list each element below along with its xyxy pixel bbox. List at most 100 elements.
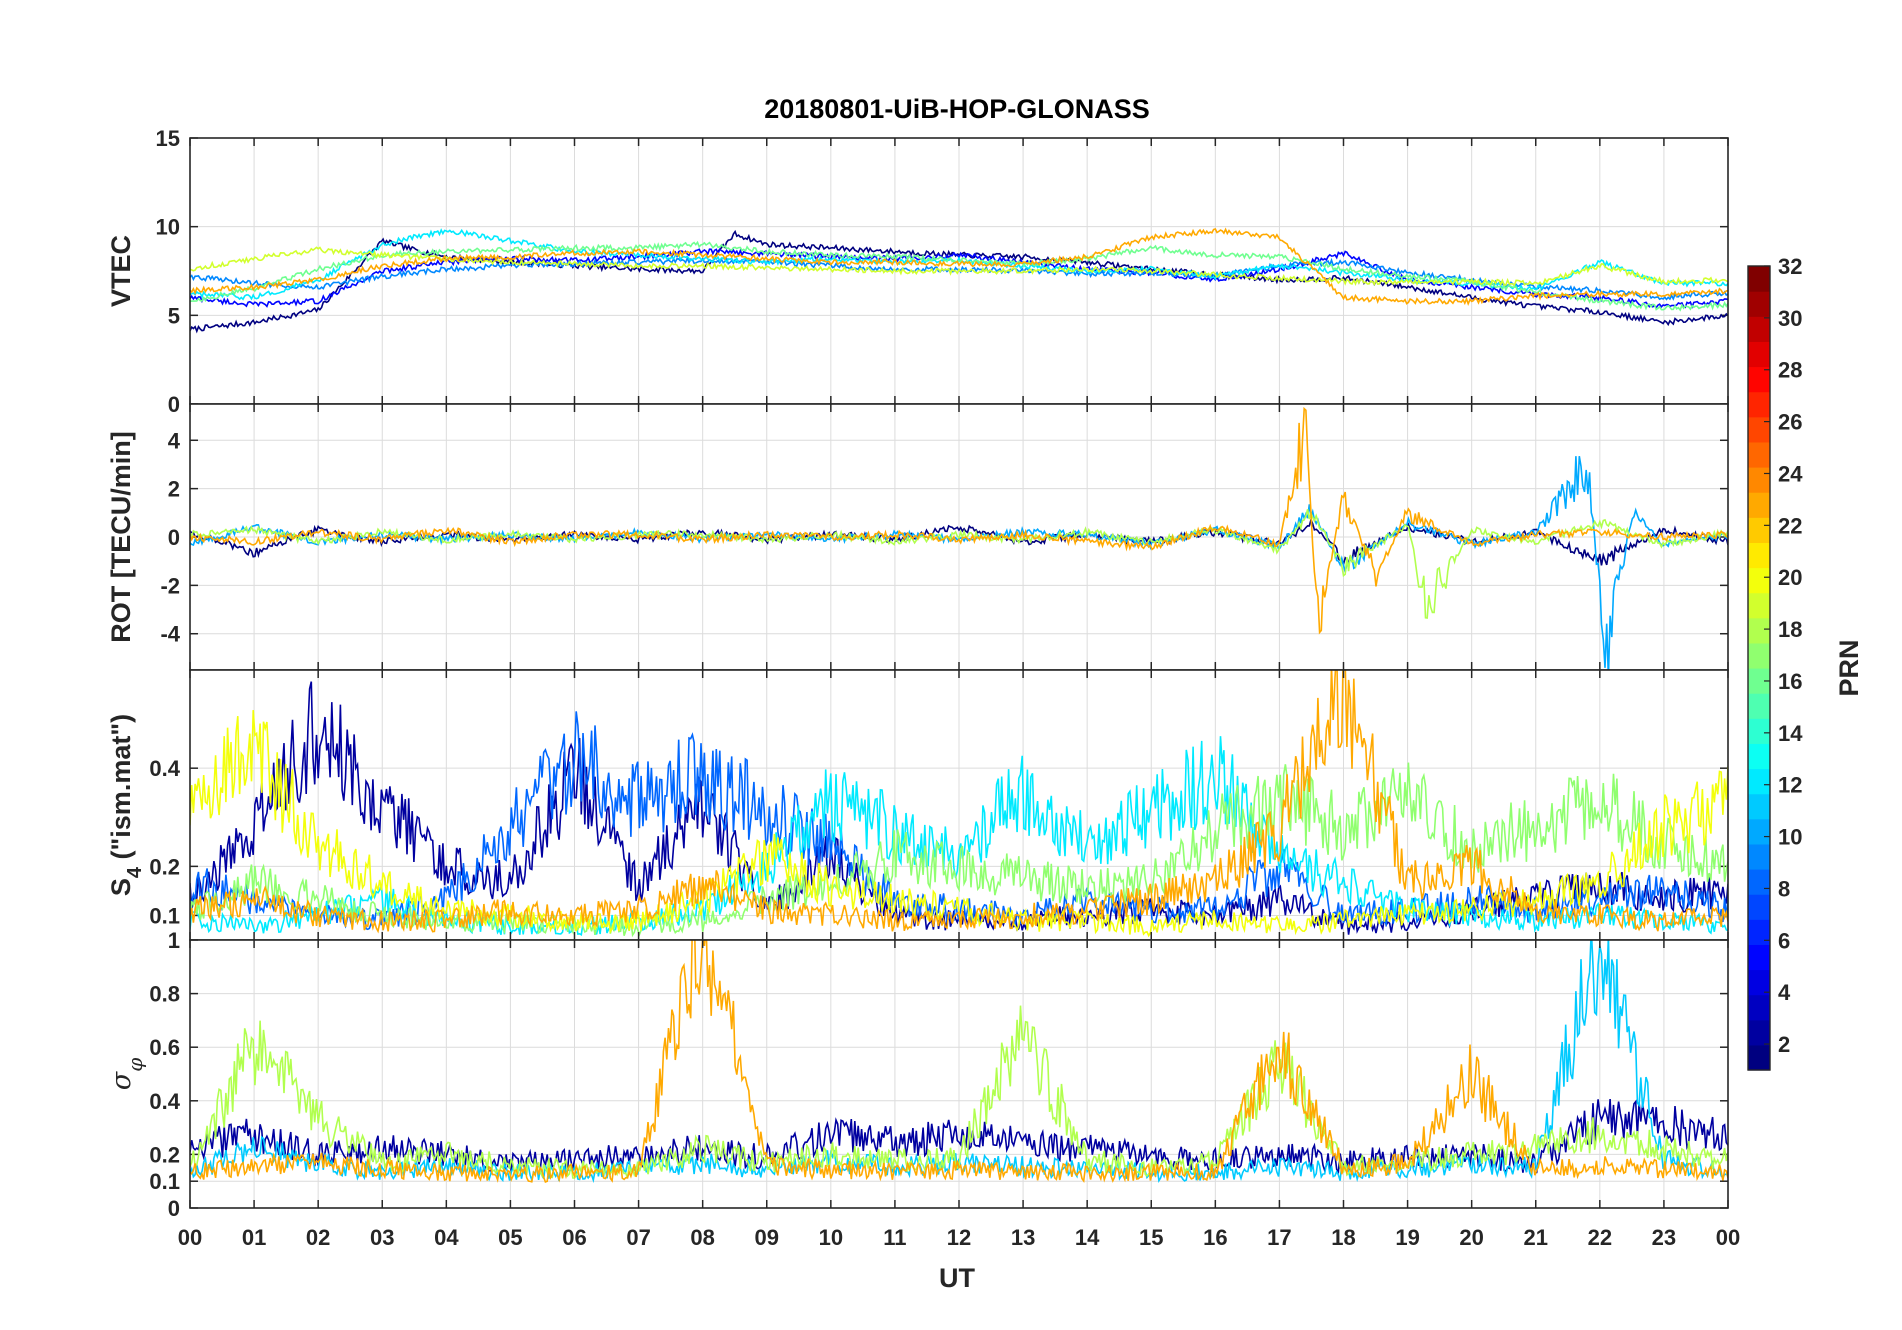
y-tick-label: 4 [168,428,181,453]
series-group [190,940,1728,1184]
colorbar-segment [1748,467,1770,493]
y-tick-label: 0.2 [149,1142,180,1167]
colorbar-tick-label: 20 [1778,565,1802,590]
y-axis-label-vtec: VTEC [106,235,136,307]
colorbar-segment [1748,592,1770,619]
panel-s4: 0.1 0.2 0.4S4 ("ism.mat") [106,669,1729,941]
colorbar-segment [1748,316,1770,342]
y-tick-label: -4 [160,622,180,647]
series-line-prn-1 [190,229,1728,334]
y-tick-label: 0.8 [149,982,180,1007]
colorbar-segment [1748,492,1770,518]
series-line-prn-11 [190,940,1728,1184]
colorbar-segment [1748,542,1770,569]
colorbar-segment [1748,743,1770,770]
y-tick-label: 0 [168,1196,180,1221]
series-line-prn-23 [190,940,1728,1184]
colorbar-segment [1748,642,1770,669]
x-tick-label: 01 [242,1225,266,1250]
y-tick-label: 0.1 [149,1169,180,1194]
colorbar-tick-label: 10 [1778,825,1802,850]
x-axis-label: UT [939,1263,975,1293]
colorbar-segment [1748,617,1770,644]
series-line-prn-16 [190,240,1728,312]
colorbar-segment [1748,668,1770,694]
colorbar-segment [1748,944,1770,971]
x-tick-label: 20 [1459,1225,1483,1250]
series-group [190,670,1728,938]
colorbar-segment [1748,391,1770,418]
colorbar-tick-label: 22 [1778,513,1802,538]
colorbar-segment [1748,567,1770,594]
colorbar-tick-label: 14 [1778,721,1803,746]
y-tick-label: 0.4 [149,756,180,781]
y-axis-label-sigma-phi: σφ [106,1058,147,1090]
x-tick-label: 13 [1011,1225,1035,1250]
y-tick-label: 0 [168,525,180,550]
colorbar-tick-label: 26 [1778,410,1802,435]
x-tick-label: 00 [178,1225,202,1250]
colorbar-tick-label: 28 [1778,358,1802,383]
y-tick-label: 0.2 [149,854,180,879]
x-tick-label: 09 [755,1225,779,1250]
colorbar-segment [1748,693,1770,719]
x-tick-label: 03 [370,1225,394,1250]
colorbar-segment [1748,341,1770,368]
colorbar-segment [1748,416,1770,443]
y-tick-label: 1 [168,928,180,953]
y-tick-label: 2 [168,477,180,502]
x-tick-label: 21 [1524,1225,1548,1250]
x-tick-label: 00 [1716,1225,1740,1250]
colorbar-tick-label: 16 [1778,669,1802,694]
colorbar-tick-label: 4 [1778,980,1791,1005]
x-tick-label: 18 [1331,1225,1355,1250]
colorbar-tick-label: 12 [1778,773,1802,798]
y-tick-label: 10 [156,215,180,240]
colorbar-tick-label: 18 [1778,617,1802,642]
colorbar-segment [1748,793,1770,820]
y-tick-label: 0.4 [149,1089,180,1114]
y-tick-label: 0 [168,392,180,417]
x-tick-label: 17 [1267,1225,1291,1250]
y-axis-label-rot: ROT [TECU/min] [106,431,136,642]
series-line-prn-23 [190,670,1728,934]
colorbar-segment [1748,718,1770,744]
colorbar-segment [1748,1044,1770,1071]
colorbar-segment [1748,843,1770,870]
panel-frame [189,939,1729,1209]
colorbar-segment [1748,1019,1770,1046]
y-tick-label: 0.6 [149,1035,180,1060]
colorbar-segment [1748,291,1770,317]
series-group [190,227,1728,334]
colorbar-segment [1748,919,1770,945]
x-tick-label: 08 [690,1225,714,1250]
colorbar-segment [1748,441,1770,468]
series-line-prn-2 [190,1099,1728,1175]
colorbar-segment [1748,266,1770,292]
series-line-prn-23 [190,406,1728,635]
x-tick-label: 05 [498,1225,522,1250]
colorbar-tick-label: 6 [1778,928,1790,953]
colorbar-segment [1748,517,1770,543]
x-tick-label: 14 [1075,1225,1100,1250]
colorbar-segment [1748,818,1770,845]
y-tick-label: 15 [156,126,180,151]
colorbar-segment [1748,994,1770,1021]
y-tick-label: -2 [160,573,180,598]
y-tick-label: 0.1 [149,903,180,928]
colorbar-segment [1748,869,1770,895]
x-axis: 00 01 02 03 04 05 06 07 08 09 10 11 12 13 14 15 16 17 18 19… [178,1225,1740,1250]
y-tick-label: 5 [168,303,180,328]
colorbar-tick-label: 8 [1778,876,1790,901]
x-tick-label: 12 [947,1225,971,1250]
colorbar-segment [1748,366,1770,393]
series-line-prn-18 [190,509,1728,619]
x-tick-label: 11 [883,1225,906,1250]
colorbar-tick-label: 30 [1778,306,1802,331]
x-tick-label: 22 [1588,1225,1612,1250]
x-tick-label: 19 [1395,1225,1419,1250]
series-line-prn-23 [190,227,1728,307]
